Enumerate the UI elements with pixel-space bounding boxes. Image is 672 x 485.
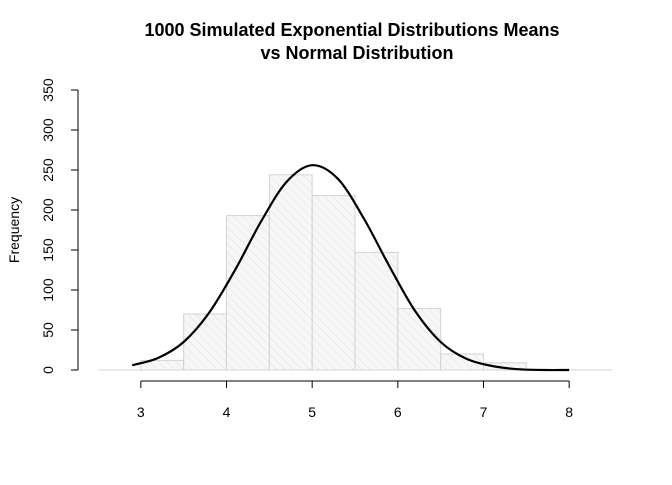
x-tick-label: 7	[480, 404, 488, 420]
histogram-bar	[183, 313, 228, 371]
x-tick-label: 5	[308, 404, 316, 420]
normal-curve-line	[131, 164, 570, 372]
x-tick-label: 4	[223, 404, 231, 420]
y-tick-label: 100	[40, 278, 56, 302]
y-tick-label: 150	[40, 238, 56, 262]
y-axis-label: Frequency	[6, 197, 22, 263]
y-tick-label: 200	[40, 198, 56, 222]
curve-layer	[131, 164, 570, 372]
x-axis: 3 4 5 6 7 8	[137, 380, 573, 420]
y-tick-label: 250	[40, 158, 56, 182]
x-tick-label: 3	[137, 404, 145, 420]
y-axis: 0 50 100 150 200 250 300 350	[40, 78, 79, 374]
chart-title: 1000 Simulated Exponential Distributions…	[144, 20, 559, 40]
chart-subtitle: vs Normal Distribution	[260, 43, 453, 63]
histogram-bar	[226, 215, 270, 371]
histogram-bar	[354, 251, 399, 371]
y-tick-label: 50	[40, 322, 56, 338]
histogram-bar	[268, 174, 313, 371]
y-tick-label: 0	[40, 366, 56, 374]
y-tick-label: 300	[40, 118, 56, 142]
histogram-bar	[311, 195, 356, 371]
x-tick-label: 6	[394, 404, 402, 420]
y-tick-label: 350	[40, 78, 56, 102]
x-tick-label: 8	[565, 404, 573, 420]
